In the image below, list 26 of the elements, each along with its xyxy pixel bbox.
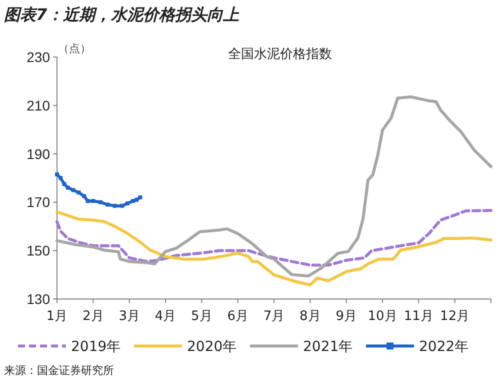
y-tick-label: 190	[26, 146, 50, 162]
x-tick-label: 9月	[336, 309, 357, 324]
x-tick-label: 1月	[46, 309, 68, 324]
ylabel: （点）	[58, 42, 91, 55]
legend-label: 2021年	[303, 339, 353, 355]
x-tick-label: 3月	[118, 309, 140, 324]
x-tick-label: 10月	[368, 309, 398, 324]
x-tick-label: 2月	[82, 309, 104, 324]
x-tick-label: 11月	[404, 309, 434, 324]
title: 图表7：近期，水泥价格拐头向上	[4, 5, 240, 24]
y-tick-label: 230	[26, 49, 50, 65]
subtitle: 全国水泥价格指数	[228, 47, 332, 62]
y-tick-label: 210	[26, 97, 50, 114]
x-tick-label: 8月	[300, 309, 321, 324]
x-tick-label: 4月	[154, 309, 176, 324]
y-tick-label: 130	[26, 291, 50, 307]
x-tick-label: 7月	[263, 309, 285, 324]
x-tick-label: 6月	[227, 309, 248, 324]
y-tick-label: 170	[26, 194, 50, 210]
legend-label: 2019年	[71, 339, 121, 355]
y-tick-label: 150	[26, 242, 50, 259]
x-tick-label: 12月	[440, 309, 470, 324]
annotation: 来源：国金证券研究所	[4, 364, 114, 377]
x-tick-label: 5月	[191, 309, 212, 324]
legend-label: 2020年	[187, 339, 237, 355]
legend-label: 2022年	[419, 339, 469, 355]
